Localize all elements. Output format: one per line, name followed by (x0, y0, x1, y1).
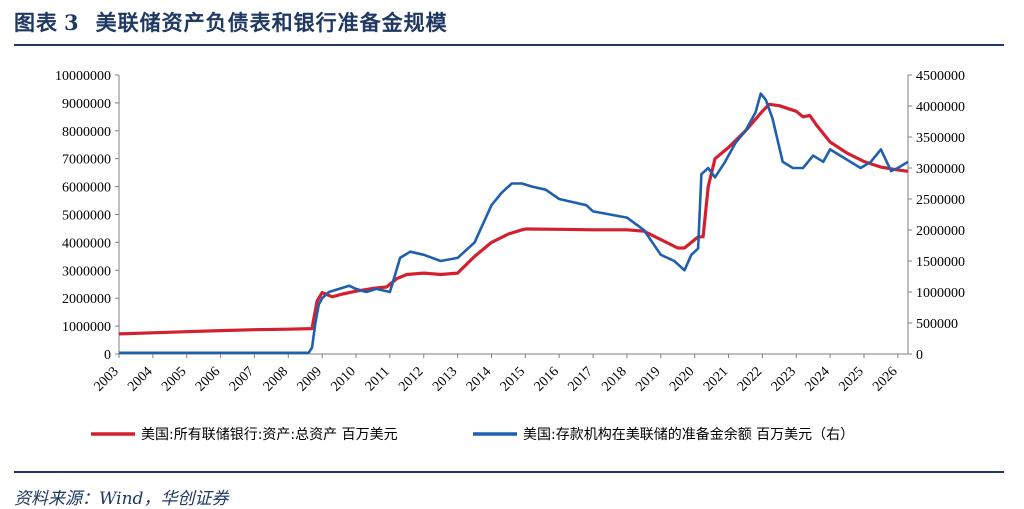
chart-series-lines (118, 92, 909, 355)
footer-rule (14, 471, 1004, 473)
y-right-tick-label: 0 (916, 348, 923, 363)
legend-label: 美国:所有联储银行:资产:总资产 百万美元 (141, 427, 398, 443)
y-left-tick-label: 6000000 (62, 181, 111, 196)
y-left-tick-label: 5000000 (62, 209, 111, 224)
x-tick-label: 2006 (193, 364, 223, 394)
y-right-tick-label: 1500000 (916, 255, 965, 270)
x-tick-label: 2011 (363, 364, 393, 394)
header-rule (14, 44, 1004, 46)
y-left-tick-label: 0 (104, 348, 111, 363)
y-right-tick-label: 500000 (916, 317, 958, 332)
y-right-tick-labels: 0 500000 1000000 1500000 2000000 2500000 30000… (908, 69, 965, 363)
y-right-tick-label: 2500000 (916, 193, 965, 208)
figure-number: 3 (64, 10, 80, 35)
x-tick-label: 2013 (430, 364, 460, 394)
y-left-tick-label: 2000000 (62, 292, 111, 307)
x-tick-label: 2007 (227, 364, 257, 394)
y-left-tick-labels: 0 1000000 2000000 3000000 4000000 5000000 6000… (55, 69, 119, 363)
x-tick-label: 2004 (125, 364, 155, 394)
y-left-tick-label: 7000000 (62, 153, 111, 168)
chart: 2003 2004 2005 2006 2007 2008 2009 2010 2011 2012… (55, 69, 965, 443)
y-right-tick-label: 3000000 (916, 162, 965, 177)
x-tick-label: 2009 (295, 364, 325, 394)
y-right-tick-label: 2000000 (916, 224, 965, 239)
x-tick-label: 2010 (328, 364, 358, 394)
x-tick-label: 2015 (498, 364, 528, 394)
legend-label: 美国:存款机构在美联储的准备金余额 百万美元（右） (523, 426, 854, 443)
y-right-tick-label: 4500000 (916, 69, 965, 84)
x-tick-label: 2012 (396, 364, 426, 394)
x-tick-label: 2016 (532, 364, 562, 394)
source-note: 资料来源：Wind，华创证券 (14, 489, 229, 509)
y-left-tick-label: 1000000 (62, 320, 111, 335)
y-right-tick-label: 4000000 (916, 100, 965, 115)
y-left-tick-label: 3000000 (62, 264, 111, 279)
x-tick-label: 2003 (91, 364, 121, 394)
y-left-tick-label: 9000000 (62, 97, 111, 112)
x-tick-label: 2019 (633, 364, 663, 394)
x-tick-label: 2018 (599, 364, 629, 394)
x-tick-label: 2023 (769, 364, 799, 394)
chart-legend: 美国:所有联储银行:资产:总资产 百万美元 美国:存款机构在美联储的准备金余额 百… (91, 426, 854, 443)
chart-axes (118, 75, 909, 355)
x-tick-label: 2005 (159, 364, 189, 394)
y-left-tick-label: 10000000 (55, 69, 111, 84)
x-tick-label: 2022 (735, 364, 765, 394)
series-line-reserve-balances (119, 92, 909, 355)
x-tick-label: 2024 (803, 364, 833, 394)
y-left-tick-label: 4000000 (62, 236, 111, 251)
x-tick-labels: 2003 2004 2005 2006 2007 2008 2009 2010 2011 2012… (91, 354, 901, 395)
series-line-total-assets (118, 102, 909, 336)
x-tick-label: 2014 (464, 364, 494, 394)
figure-title: 图表 3 美联储资产负债表和银行准备金规模 (14, 7, 448, 37)
x-tick-label: 2025 (836, 364, 866, 394)
x-tick-label: 2017 (566, 364, 596, 394)
y-left-tick-label: 8000000 (62, 125, 111, 140)
x-tick-label: 2026 (870, 364, 900, 394)
y-right-tick-label: 3500000 (916, 131, 965, 146)
figure-title-text: 美联储资产负债表和银行准备金规模 (95, 10, 448, 35)
y-right-tick-label: 1000000 (916, 286, 965, 301)
x-tick-label: 2020 (667, 364, 697, 394)
figure-label: 图表 (14, 10, 58, 35)
x-tick-label: 2021 (701, 364, 731, 394)
x-tick-label: 2008 (261, 364, 291, 394)
